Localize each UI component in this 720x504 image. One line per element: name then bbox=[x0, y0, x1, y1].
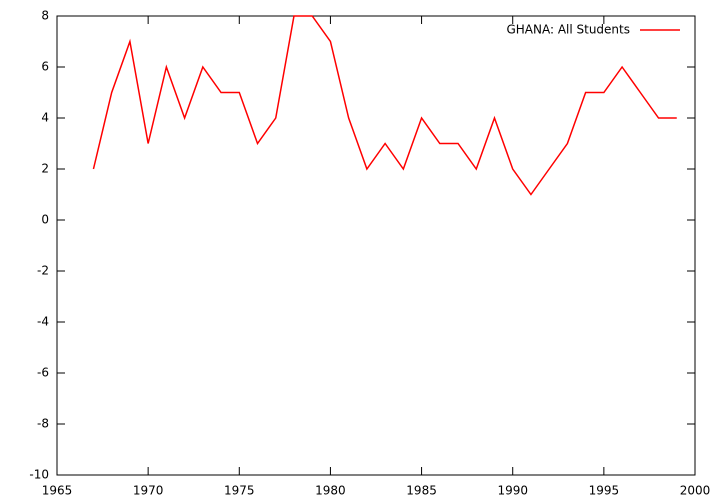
x-tick-label: 1985 bbox=[406, 484, 437, 498]
x-tick-label: 2000 bbox=[680, 484, 711, 498]
y-tick-label: 8 bbox=[41, 9, 49, 23]
plot-frame bbox=[56, 15, 696, 476]
y-tick-label: -6 bbox=[37, 366, 49, 380]
x-tick-label: 1970 bbox=[133, 484, 164, 498]
x-tick-label: 1995 bbox=[589, 484, 620, 498]
y-tick-label: 4 bbox=[41, 111, 49, 125]
x-tick-label: 1990 bbox=[497, 484, 528, 498]
y-tick-label: 2 bbox=[41, 162, 49, 176]
y-tick-label: 0 bbox=[41, 213, 49, 227]
y-tick-label: -2 bbox=[37, 264, 49, 278]
x-tick-label: 1975 bbox=[224, 484, 255, 498]
legend-label: GHANA: All Students bbox=[506, 23, 630, 37]
x-tick-label: 1965 bbox=[42, 484, 73, 498]
y-tick-label: -4 bbox=[37, 315, 49, 329]
y-tick-label: -10 bbox=[29, 468, 49, 482]
y-tick-label: 6 bbox=[41, 60, 49, 74]
x-tick-label: 1980 bbox=[315, 484, 346, 498]
data-line bbox=[92, 15, 677, 196]
y-tick-label: -8 bbox=[37, 417, 49, 431]
